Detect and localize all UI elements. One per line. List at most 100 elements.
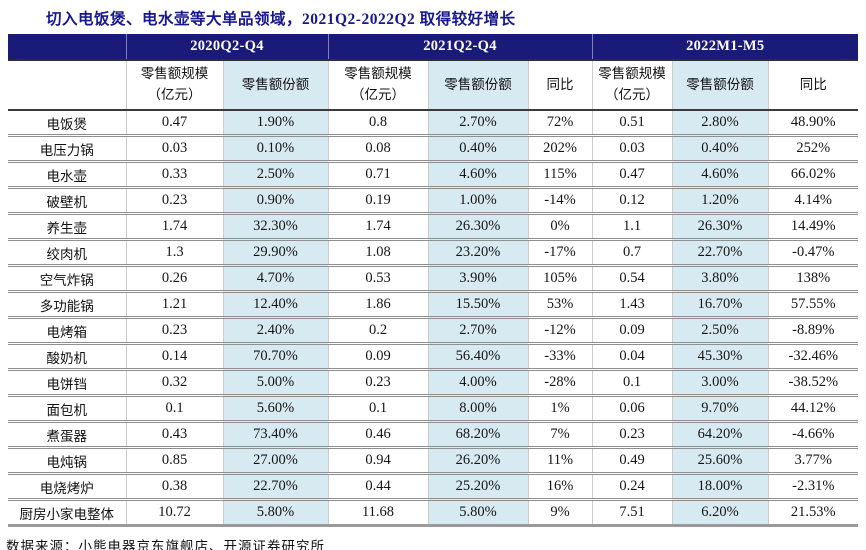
table-row: 绞肉机 1.3 29.90% 1.08 23.20% -17% 0.7 22.70% -0.47… bbox=[8, 239, 859, 267]
value-cell: 0.12 bbox=[591, 187, 673, 215]
value-cell: -12% bbox=[527, 317, 593, 345]
table-row: 电饭煲 0.47 1.90% 0.8 2.70% 72% 0.51 2.80% 48.90% bbox=[8, 110, 859, 137]
value-cell: 27.00% bbox=[222, 447, 328, 475]
value-cell: 26.20% bbox=[427, 447, 528, 475]
value-cell: 1.08 bbox=[327, 239, 428, 267]
sub-header-share-2021: 零售额份额 bbox=[427, 60, 528, 111]
value-cell: 1.3 bbox=[125, 239, 223, 267]
value-cell: 0.8 bbox=[327, 110, 428, 137]
row-label: 绞肉机 bbox=[8, 239, 126, 267]
value-cell: 1.90% bbox=[222, 110, 328, 137]
value-cell: 73.40% bbox=[222, 421, 328, 449]
value-cell: 0.71 bbox=[327, 161, 428, 189]
value-cell: 14.49% bbox=[767, 213, 859, 241]
value-cell: 4.14% bbox=[767, 187, 859, 215]
value-cell: 0.40% bbox=[427, 135, 528, 163]
table-row: 厨房小家电整体 10.72 5.80% 11.68 5.80% 9% 7.51 6.20% 21… bbox=[8, 499, 859, 527]
table-row: 空气炸锅 0.26 4.70% 0.53 3.90% 105% 0.54 3.80% 138% bbox=[8, 265, 859, 293]
value-cell: 0.23 bbox=[125, 317, 223, 345]
value-cell: 0.23 bbox=[327, 369, 428, 397]
value-cell: 0.09 bbox=[327, 343, 428, 371]
value-cell: 3.90% bbox=[427, 265, 528, 293]
value-cell: 12.40% bbox=[222, 291, 328, 319]
row-label: 电压力锅 bbox=[8, 135, 126, 163]
value-cell: 115% bbox=[527, 161, 593, 189]
row-label: 酸奶机 bbox=[8, 343, 126, 371]
value-cell: 202% bbox=[527, 135, 593, 163]
value-cell: 22.70% bbox=[671, 239, 769, 267]
table-row: 电炖锅 0.85 27.00% 0.94 26.20% 11% 0.49 25.60% 3.77… bbox=[8, 447, 859, 475]
value-cell: 0.10% bbox=[222, 135, 328, 163]
sub-header-item bbox=[8, 60, 126, 111]
value-cell: 5.80% bbox=[222, 499, 328, 527]
value-cell: 2.50% bbox=[671, 317, 769, 345]
table-row: 电压力锅 0.03 0.10% 0.08 0.40% 202% 0.03 0.40% 252% bbox=[8, 135, 859, 163]
value-cell: 252% bbox=[767, 135, 859, 163]
value-cell: 0.1 bbox=[591, 369, 673, 397]
table-row: 煮蛋器 0.43 73.40% 0.46 68.20% 7% 0.23 64.20% -4.66… bbox=[8, 421, 859, 449]
value-cell: 44.12% bbox=[767, 395, 859, 423]
row-label: 电饼铛 bbox=[8, 369, 126, 397]
table-row: 养生壶 1.74 32.30% 1.74 26.30% 0% 1.1 26.30% 14.49% bbox=[8, 213, 859, 241]
table-row: 酸奶机 0.14 70.70% 0.09 56.40% -33% 0.04 45.30% -32… bbox=[8, 343, 859, 371]
value-cell: -2.31% bbox=[767, 473, 859, 501]
row-label: 电烤箱 bbox=[8, 317, 126, 345]
value-cell: 64.20% bbox=[671, 421, 769, 449]
value-cell: 4.70% bbox=[222, 265, 328, 293]
value-cell: 0.40% bbox=[671, 135, 769, 163]
value-cell: 9% bbox=[527, 499, 593, 527]
value-cell: 0.85 bbox=[125, 447, 223, 475]
value-cell: 7% bbox=[527, 421, 593, 449]
value-cell: 0.06 bbox=[591, 395, 673, 423]
table-row: 电烧烤炉 0.38 22.70% 0.44 25.20% 16% 0.24 18.00% -2.… bbox=[8, 473, 859, 501]
value-cell: 2.70% bbox=[427, 317, 528, 345]
value-cell: 0.09 bbox=[591, 317, 673, 345]
value-cell: 0.47 bbox=[125, 110, 223, 137]
table-row: 面包机 0.1 5.60% 0.1 8.00% 1% 0.06 9.70% 44.12% bbox=[8, 395, 859, 423]
value-cell: 5.60% bbox=[222, 395, 328, 423]
value-cell: 2.70% bbox=[427, 110, 528, 137]
value-cell: -28% bbox=[527, 369, 593, 397]
value-cell: 0.2 bbox=[327, 317, 428, 345]
value-cell: 1.74 bbox=[327, 213, 428, 241]
row-label: 电饭煲 bbox=[8, 110, 126, 137]
value-cell: 0.23 bbox=[591, 421, 673, 449]
value-cell: 16.70% bbox=[671, 291, 769, 319]
sub-header-share-2020: 零售额份额 bbox=[222, 60, 328, 111]
value-cell: 4.60% bbox=[671, 161, 769, 189]
value-cell: 0.08 bbox=[327, 135, 428, 163]
value-cell: 138% bbox=[767, 265, 859, 293]
value-cell: 2.40% bbox=[222, 317, 328, 345]
value-cell: 25.20% bbox=[427, 473, 528, 501]
table-row: 电饼铛 0.32 5.00% 0.23 4.00% -28% 0.1 3.00% -38.52% bbox=[8, 369, 859, 397]
value-cell: 0.04 bbox=[591, 343, 673, 371]
row-label: 多功能锅 bbox=[8, 291, 126, 319]
value-cell: -4.66% bbox=[767, 421, 859, 449]
value-cell: 0.33 bbox=[125, 161, 223, 189]
value-cell: -32.46% bbox=[767, 343, 859, 371]
value-cell: 0.14 bbox=[125, 343, 223, 371]
source-note: 数据来源：小熊电器京东旗舰店、开源证券研究所 bbox=[6, 539, 325, 550]
value-cell: 1.20% bbox=[671, 187, 769, 215]
value-cell: 1.21 bbox=[125, 291, 223, 319]
value-cell: 0.47 bbox=[591, 161, 673, 189]
value-cell: 1.1 bbox=[591, 213, 673, 241]
value-cell: 6.20% bbox=[671, 499, 769, 527]
value-cell: 70.70% bbox=[222, 343, 328, 371]
row-label: 养生壶 bbox=[8, 213, 126, 241]
sub-header-share-2022: 零售额份额 bbox=[671, 60, 769, 111]
value-cell: 11% bbox=[527, 447, 593, 475]
row-label: 空气炸锅 bbox=[8, 265, 126, 293]
value-cell: 0.1 bbox=[125, 395, 223, 423]
value-cell: 0.43 bbox=[125, 421, 223, 449]
value-cell: 53% bbox=[527, 291, 593, 319]
value-cell: 0.44 bbox=[327, 473, 428, 501]
value-cell: 25.60% bbox=[671, 447, 769, 475]
value-cell: 1.43 bbox=[591, 291, 673, 319]
value-cell: 0.49 bbox=[591, 447, 673, 475]
value-cell: 2.80% bbox=[671, 110, 769, 137]
value-cell: -0.47% bbox=[767, 239, 859, 267]
value-cell: 11.68 bbox=[327, 499, 428, 527]
group-header-row: 2020Q2-Q4 2021Q2-Q4 2022M1-M5 bbox=[8, 34, 859, 61]
row-label: 电炖锅 bbox=[8, 447, 126, 475]
